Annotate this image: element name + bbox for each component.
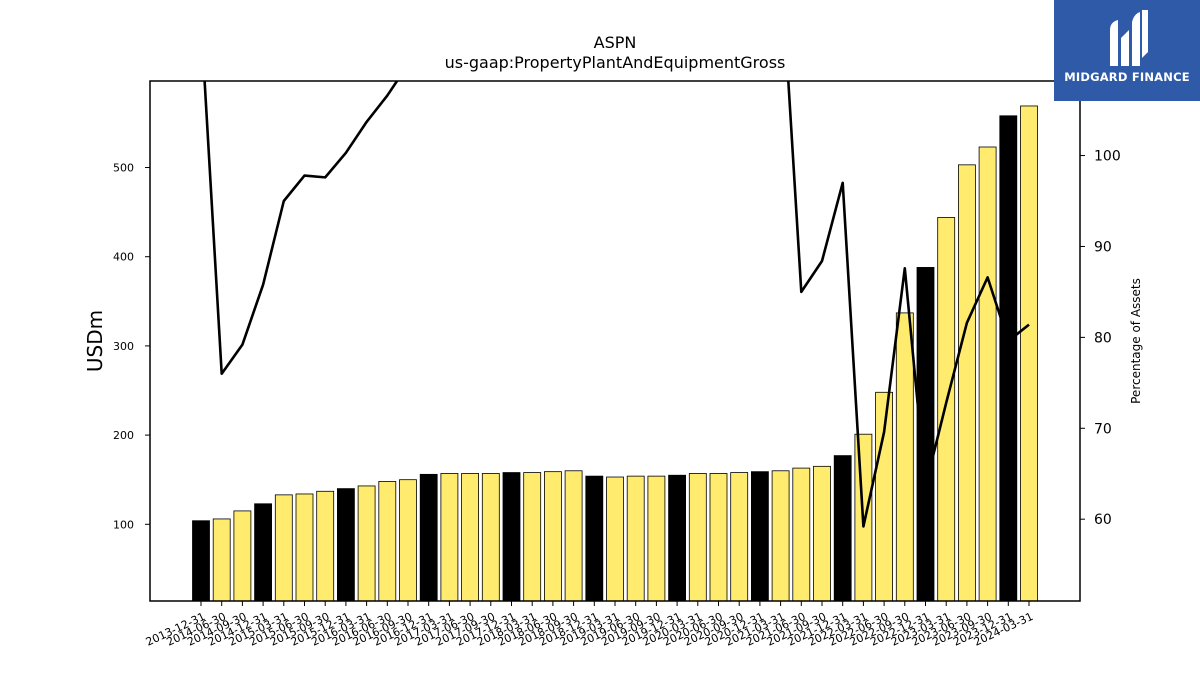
chart-title: ASPN [594,33,637,52]
y2-tick-label: 90 [1094,239,1112,255]
bar-2019-09-30 [647,475,666,601]
bar-2021-06-30 [792,467,811,601]
y-tick-label: 400 [113,251,134,264]
brand-name: MIDGARD FINANCE [1064,70,1190,84]
bar-2022-12-31 [916,267,935,601]
bar-2020-12-31 [751,471,769,601]
bar-2019-06-30 [626,475,645,601]
bar-2017-09-30 [481,473,500,601]
bar-2023-09-30 [978,146,997,601]
y2-tick-label: 80 [1094,330,1112,346]
bar-2018-03-31 [523,472,542,601]
bar-2017-12-31 [502,472,521,601]
midgard-logo-icon [1110,10,1148,66]
bar-2021-09-30 [813,465,831,601]
chart-subtitle: us-gaap:PropertyPlantAndEquipmentGross [445,53,786,72]
bar-2021-03-31 [771,470,790,601]
brand-logo: MIDGARD FINANCE [1054,0,1200,101]
bar-2020-09-30 [730,472,749,601]
y-axis-label: USDm [83,310,107,372]
bar-2018-12-31 [585,475,604,601]
bar-2018-09-30 [564,470,583,601]
bar-2016-06-30 [378,481,397,601]
bar-2020-06-30 [709,473,728,601]
bar-2019-03-31 [606,476,624,601]
bar-2016-12-31 [419,473,438,601]
bar-2016-03-31 [357,485,376,601]
bar-2015-09-30 [316,490,335,601]
bar-2016-09-30 [399,479,417,601]
bar-2015-03-31 [274,494,293,601]
bar-2020-03-31 [688,473,707,601]
bar-2013-12-31 [192,520,210,601]
y-tick-label: 300 [113,340,134,353]
bar-2014-12-31 [254,503,273,601]
x-axis: 2013-12-312014-06-302014-09-302014-12-31… [144,601,1035,649]
y2-tick-label: 100 [1094,149,1121,165]
bar-2023-12-31 [999,115,1018,601]
y2-axis-label: Percentage of Assets [1129,278,1143,404]
bar-2022-09-30 [895,312,914,601]
bar-2023-06-30 [958,164,976,601]
bar-2015-06-30 [295,493,314,601]
y-axis-right: 60 70 80 90 100 [1080,149,1121,528]
bar-2018-06-30 [544,471,562,601]
bar-2021-12-31 [833,455,852,601]
y2-tick-label: 70 [1094,421,1112,437]
bar-2015-12-31 [336,488,355,601]
bar-2014-09-30 [233,510,252,601]
bar-2017-03-31 [440,473,459,601]
y-tick-label: 200 [113,429,134,442]
bar-2023-03-31 [937,217,956,601]
y-axis-left: 100 200 300 400 500 [113,162,150,531]
y-tick-label: 100 [113,518,134,531]
percentage-of-assets-line [203,81,1030,528]
y2-tick-label: 60 [1094,512,1112,528]
bar-2019-12-31 [668,474,686,601]
bar-2017-06-30 [461,473,480,601]
y-tick-label: 500 [113,162,134,175]
bar-2014-06-30 [212,518,231,601]
bar-2024-03-31 [1020,105,1038,601]
bar-2022-06-30 [875,391,893,601]
bars-layer [192,105,1038,601]
line-layer [203,81,1030,528]
